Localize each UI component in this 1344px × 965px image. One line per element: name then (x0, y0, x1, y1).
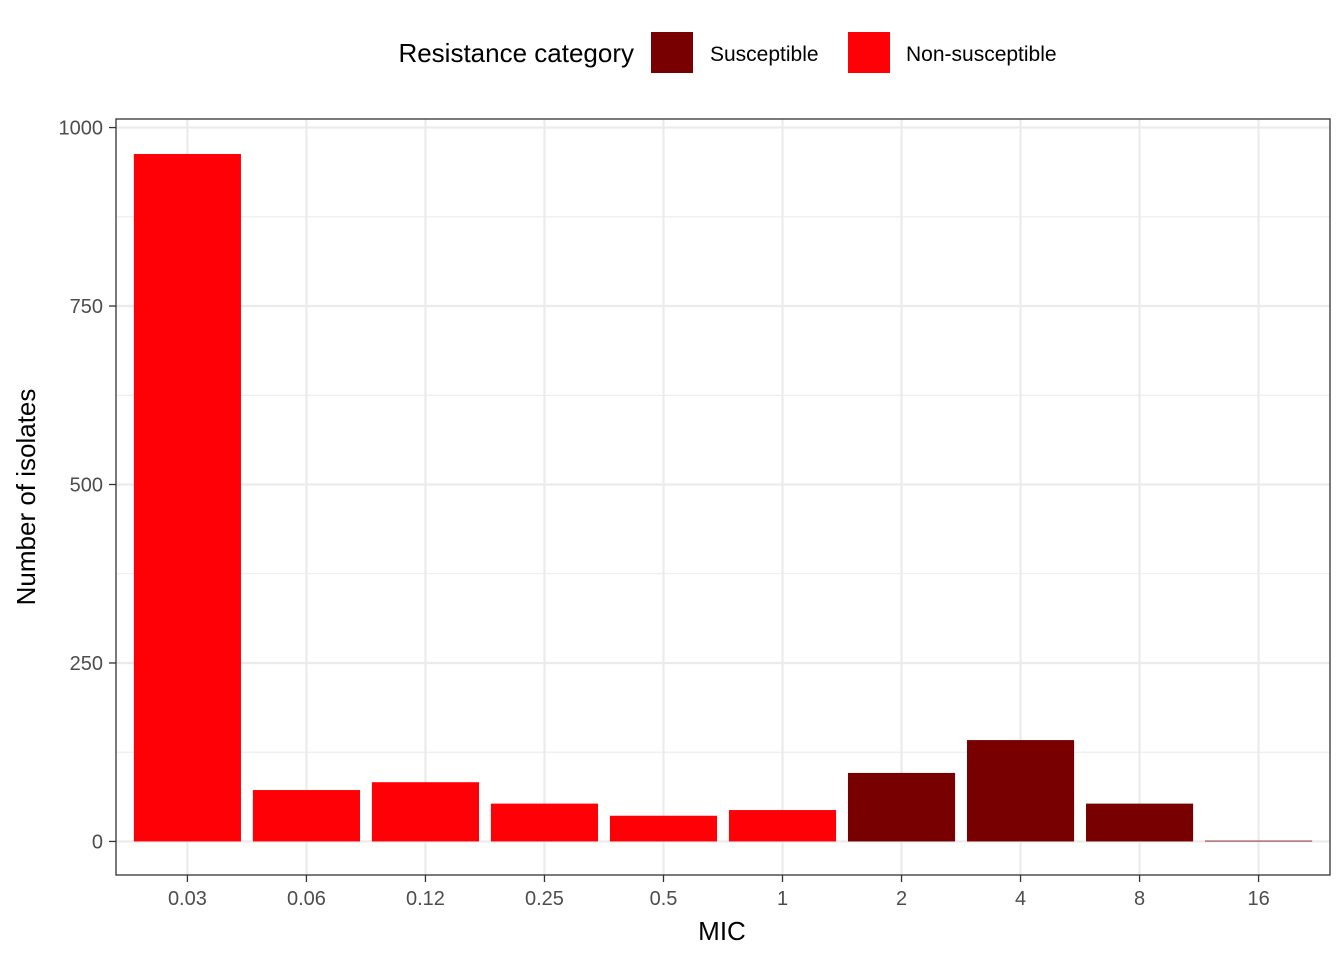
y-tick-label: 500 (70, 475, 103, 497)
legend-key-non-susceptible (848, 32, 890, 73)
bar-1 (728, 810, 837, 842)
y-tick-label: 750 (70, 296, 103, 318)
y-axis: 0 250 500 750 1000 (59, 118, 116, 853)
bar-0.5 (609, 815, 718, 842)
x-tick-label: 4 (1015, 888, 1026, 910)
legend-title: Resistance category (398, 38, 634, 68)
x-tick-label: 0.12 (406, 888, 445, 910)
x-tick-label: 16 (1247, 888, 1269, 910)
bar-4 (966, 740, 1075, 842)
bar-0.03 (133, 153, 241, 842)
legend-label-susceptible: Susceptible (710, 43, 819, 66)
x-tick-label: 1 (777, 888, 788, 910)
x-tick-label: 8 (1134, 888, 1145, 910)
bar-0.12 (371, 782, 480, 842)
y-tick-label: 1000 (59, 118, 104, 140)
plot-panel-background (116, 119, 1330, 875)
bar-2 (847, 772, 956, 842)
x-tick-label: 0.03 (168, 888, 207, 910)
x-tick-label: 2 (896, 888, 907, 910)
bar-16 (1205, 840, 1313, 842)
plot-panel-border (115, 118, 1331, 876)
x-tick-label: 0.25 (525, 888, 564, 910)
grid (116, 119, 1330, 875)
y-tick-label: 0 (92, 831, 103, 853)
bar-0.25 (490, 803, 599, 842)
y-axis-title: Number of isolates (11, 389, 41, 606)
x-axis: 0.03 0.06 0.12 0.25 0.5 1 2 4 8 16 (168, 875, 1270, 910)
x-tick-label: 0.06 (287, 888, 326, 910)
y-tick-label: 250 (70, 653, 103, 675)
legend: Resistance category Susceptible Non-susc… (398, 32, 1057, 73)
legend-label-non-susceptible: Non-susceptible (906, 43, 1057, 66)
legend-key-susceptible (651, 32, 693, 73)
bar-0.06 (252, 790, 360, 842)
bar-8 (1086, 803, 1194, 842)
x-axis-title: MIC (698, 916, 746, 946)
bars (133, 153, 1313, 842)
x-tick-label: 0.5 (650, 888, 678, 910)
